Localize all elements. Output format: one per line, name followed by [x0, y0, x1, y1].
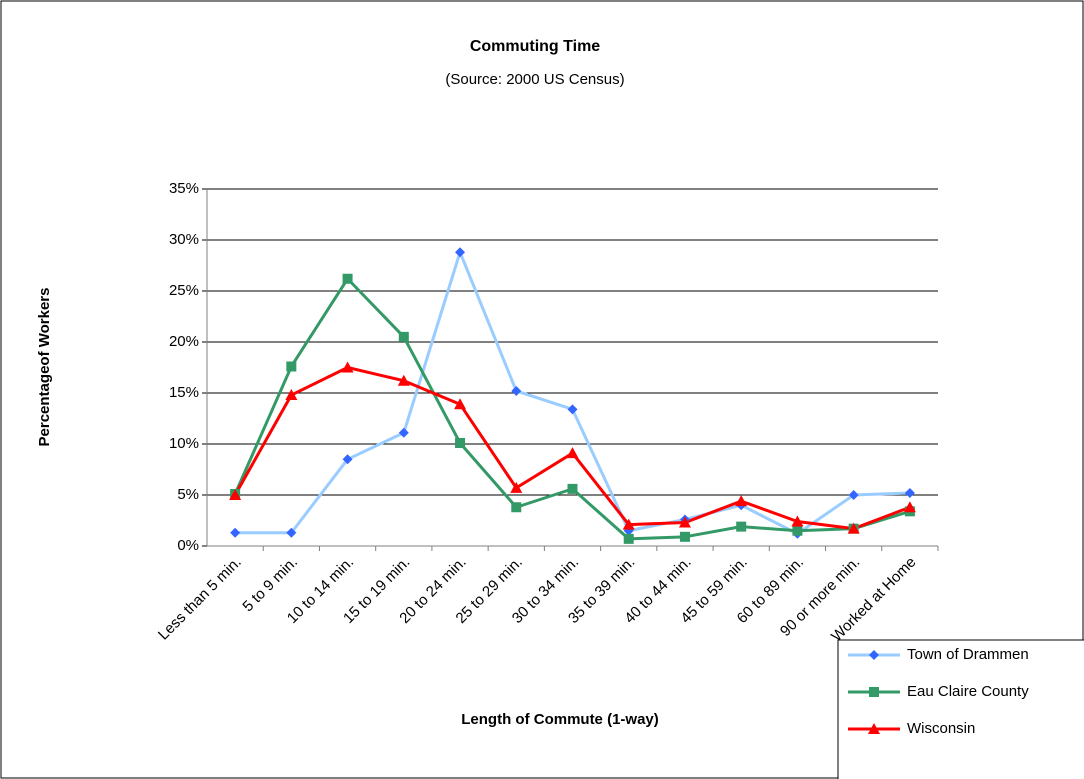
- marker: [286, 527, 297, 538]
- marker: [848, 490, 859, 500]
- marker: [903, 501, 916, 513]
- marker: [511, 502, 522, 513]
- marker: [455, 247, 466, 258]
- legend-label: Eau Claire County: [907, 683, 1029, 700]
- marker: [735, 495, 748, 507]
- marker: [566, 447, 579, 459]
- marker: [397, 374, 410, 386]
- legend-label: Town of Drammen: [907, 646, 1029, 663]
- marker: [341, 361, 354, 373]
- y-axis-label: Percentageof Workers: [36, 288, 53, 447]
- marker: [904, 487, 915, 498]
- marker: [678, 516, 691, 528]
- marker: [792, 525, 803, 536]
- marker: [285, 389, 298, 401]
- y-tick-label: 10%: [169, 435, 199, 452]
- marker: [567, 404, 578, 415]
- marker: [567, 483, 578, 494]
- marker: [342, 273, 353, 284]
- legend-box: [837, 639, 1084, 779]
- y-tick-label: 30%: [169, 231, 199, 248]
- marker: [791, 515, 804, 527]
- y-tick-label: 0%: [177, 537, 199, 554]
- marker: [869, 687, 879, 697]
- marker: [847, 522, 860, 534]
- marker: [398, 331, 409, 342]
- marker: [736, 521, 747, 532]
- legend-label: Wisconsin: [907, 720, 975, 737]
- marker: [455, 437, 466, 448]
- marker: [511, 385, 522, 396]
- chart-title: Commuting Time: [470, 38, 600, 55]
- marker: [454, 398, 467, 410]
- marker: [869, 650, 879, 660]
- marker: [868, 723, 880, 734]
- y-tick-label: 25%: [169, 282, 199, 299]
- chart-subtitle: (Source: 2000 US Census): [445, 71, 624, 88]
- x-axis-label: Length of Commute (1-way): [461, 711, 659, 728]
- y-tick-label: 35%: [169, 180, 199, 197]
- marker: [229, 489, 242, 500]
- marker: [679, 531, 690, 542]
- marker: [623, 533, 634, 544]
- marker: [398, 427, 409, 438]
- marker: [622, 518, 635, 530]
- y-tick-label: 20%: [169, 333, 199, 350]
- y-tick-label: 5%: [177, 486, 199, 503]
- marker: [286, 361, 297, 372]
- marker: [510, 481, 523, 493]
- marker: [342, 454, 353, 465]
- marker: [230, 527, 241, 538]
- y-tick-label: 15%: [169, 384, 199, 401]
